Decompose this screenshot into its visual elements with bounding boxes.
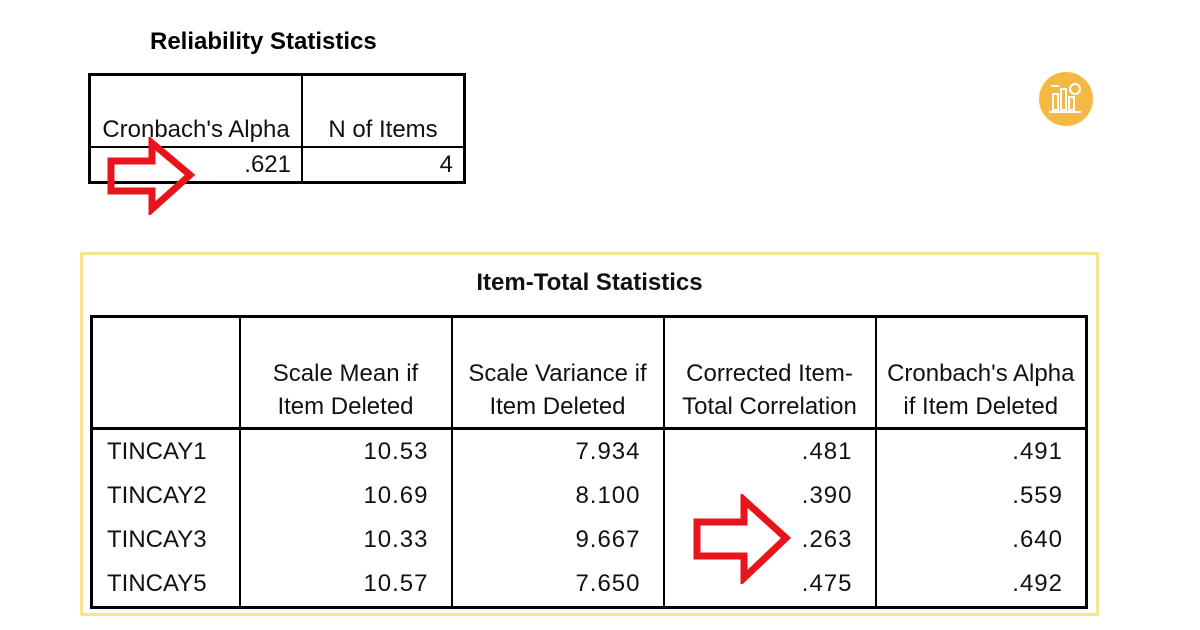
value-cronbach-alpha: .621 <box>88 146 303 184</box>
analytics-badge-icon <box>1039 72 1093 126</box>
cell-alpha-if-deleted: .559 <box>874 474 1087 518</box>
cell-scale-variance: 8.100 <box>450 474 664 518</box>
item-total-frame: Item-Total Statistics Scale Mean if Item… <box>80 252 1099 616</box>
reliability-value-row: .621 4 <box>88 146 466 184</box>
header-scale-mean: Scale Mean if Item Deleted <box>238 316 452 430</box>
red-arrow-icon <box>693 494 792 584</box>
cell-corrected-correlation: .481 <box>662 428 876 474</box>
cell-scale-mean: 10.53 <box>238 428 452 474</box>
header-corrected-correlation: Corrected Item-Total Correlation <box>662 316 876 430</box>
reliability-header-row: Cronbach's Alpha N of Items <box>88 73 466 148</box>
header-cronbach-alpha: Cronbach's Alpha <box>88 73 303 148</box>
header-scale-variance: Scale Variance if Item Deleted <box>450 316 664 430</box>
item-total-header-row: Scale Mean if Item Deleted Scale Varianc… <box>91 316 1087 430</box>
cell-alpha-if-deleted: .491 <box>874 428 1087 474</box>
cell-scale-variance: 7.934 <box>450 428 664 474</box>
cell-scale-mean: 10.69 <box>238 474 452 518</box>
row-label: TINCAY5 <box>107 570 207 597</box>
cell-alpha-if-deleted: .492 <box>874 562 1087 608</box>
red-arrow-icon <box>107 137 196 215</box>
cell-corrected-correlation: .390 <box>662 474 876 518</box>
table-row: TINCAY2 10.69 8.100 .390 .559 <box>92 474 1087 518</box>
cell-alpha-if-deleted: .640 <box>874 518 1087 562</box>
row-label: TINCAY2 <box>107 482 207 509</box>
cell-scale-mean: 10.33 <box>238 518 452 562</box>
reliability-table: Cronbach's Alpha N of Items .621 4 <box>88 73 466 184</box>
item-total-table: Scale Mean if Item Deleted Scale Varianc… <box>90 315 1088 609</box>
value-n-of-items: 4 <box>301 146 466 184</box>
cell-corrected-correlation: .475 <box>662 562 876 608</box>
row-label: TINCAY1 <box>107 438 207 465</box>
header-n-of-items: N of Items <box>301 73 466 148</box>
row-label: TINCAY3 <box>107 526 207 553</box>
item-total-title: Item-Total Statistics <box>476 269 703 296</box>
table-row: TINCAY3 10.33 9.667 .263 .640 <box>92 518 1087 562</box>
table-row: TINCAY5 10.57 7.650 .475 .492 <box>92 562 1087 608</box>
cell-scale-mean: 10.57 <box>238 562 452 608</box>
cell-scale-variance: 9.667 <box>450 518 664 562</box>
header-alpha-if-deleted: Cronbach's Alpha if Item Deleted <box>874 316 1087 430</box>
table-row: TINCAY1 10.53 7.934 .481 .491 <box>92 428 1087 474</box>
cell-scale-variance: 7.650 <box>450 562 664 608</box>
header-item <box>91 316 240 430</box>
reliability-title: Reliability Statistics <box>150 28 377 55</box>
